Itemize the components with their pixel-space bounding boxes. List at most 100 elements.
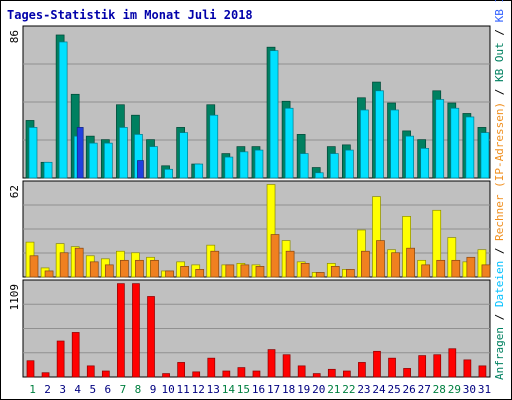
- bar-middle-kb-out-28: [436, 259, 446, 278]
- x-tick-label-11: 11: [177, 383, 190, 396]
- bar-middle-kb-out-22: [346, 269, 355, 278]
- bar-bottom-kb-f-3: [56, 340, 65, 378]
- bar-middle-kb-out-12: [195, 269, 205, 278]
- x-tick-label-30: 30: [463, 383, 476, 396]
- x-tick-label-14: 14: [222, 383, 236, 396]
- x-tick-label-4: 4: [74, 383, 81, 396]
- bar-top-seiten-8: [137, 160, 144, 179]
- x-tick-label-15: 15: [237, 383, 250, 396]
- legend-text: Anfragen / Dateien / Rechner (IP-Adresse…: [493, 0, 506, 380]
- bar-bottom-kb-f-24: [373, 350, 381, 378]
- bar-top-dateien-13: [209, 114, 219, 179]
- bar-middle-kb-out-3: [59, 252, 69, 278]
- chart-panels: 86 62 1109: [8, 25, 491, 378]
- bar-middle-kb-out-25: [391, 252, 400, 278]
- bar-middle-kb-out-2: [44, 270, 54, 278]
- bar-bottom-kb-f-27: [418, 355, 427, 378]
- x-tick-label-18: 18: [282, 383, 295, 396]
- x-tick-label-27: 27: [418, 383, 431, 396]
- x-tick-label-17: 17: [267, 383, 280, 396]
- bar-middle-kb-out-1: [29, 255, 39, 278]
- bar-top-dateien-22: [345, 149, 354, 179]
- bar-top-dateien-29: [450, 107, 460, 179]
- legend-item-0: Anfragen: [493, 327, 506, 380]
- x-tick-label-16: 16: [252, 383, 265, 396]
- legend-item-3: /: [493, 241, 506, 261]
- bar-top-dateien-14: [224, 156, 234, 179]
- bar-top-dateien-6: [103, 142, 113, 179]
- x-tick-label-28: 28: [433, 383, 446, 396]
- bar-top-dateien-19: [299, 153, 309, 179]
- x-tick-label-3: 3: [59, 383, 66, 396]
- bar-bottom-kb-f-4: [71, 332, 80, 378]
- bar-middle-kb-out-24: [376, 240, 385, 278]
- legend-item-8: KB In: [493, 0, 506, 22]
- bar-top-dateien-17: [269, 50, 279, 179]
- x-tick-label-9: 9: [150, 383, 157, 396]
- bar-middle-kb-out-18: [285, 250, 295, 278]
- bar-bottom-kb-f-17: [267, 349, 276, 378]
- x-tick-label-29: 29: [448, 383, 461, 396]
- bar-top-dateien-25: [390, 109, 399, 179]
- panel-top-ymax-label: 86: [8, 30, 21, 43]
- bar-middle-kb-out-30: [466, 256, 476, 278]
- bar-top-seiten-4: [76, 127, 84, 179]
- bar-middle-kb-out-13: [210, 250, 220, 278]
- bar-top-dateien-2: [43, 161, 53, 179]
- bar-bottom-kb-f-14: [222, 370, 231, 378]
- panel-top: 86: [8, 25, 491, 179]
- bar-middle-kb-out-4: [74, 247, 84, 278]
- bar-bottom-kb-f-21: [327, 368, 336, 378]
- bar-top-dateien-23: [360, 109, 369, 179]
- bar-bottom-kb-f-8: [132, 283, 140, 378]
- bar-top-dateien-12: [194, 163, 204, 179]
- legend-item-6: KB Out: [493, 42, 506, 82]
- panel-middle: 62: [8, 180, 491, 278]
- panel-bottom-ymax-label: 1109: [8, 284, 21, 311]
- bar-top-dateien-28: [435, 99, 445, 179]
- x-tick-label-20: 20: [312, 383, 325, 396]
- bar-middle-kb-out-31: [481, 264, 491, 278]
- bar-top-dateien-11: [179, 132, 188, 179]
- bar-bottom-kb-f-16: [252, 370, 261, 378]
- x-tick-label-1: 1: [29, 383, 36, 396]
- x-tick-label-22: 22: [342, 383, 355, 396]
- x-tick-label-8: 8: [135, 383, 142, 396]
- bar-bottom-kb-f-31: [478, 365, 487, 378]
- bar-bottom-kb-f-30: [463, 359, 472, 378]
- bar-top-dateien-10: [164, 168, 173, 179]
- legend-item-2: Dateien: [493, 261, 506, 307]
- bar-top-dateien-21: [329, 153, 339, 179]
- bar-middle-kb-out-17: [270, 234, 280, 278]
- bar-top-dateien-18: [284, 107, 294, 179]
- bar-bottom-kb-f-11: [177, 362, 185, 378]
- legend-item-7: /: [493, 22, 506, 42]
- bar-middle-kb-out-8: [135, 259, 144, 278]
- bar-middle-kb-out-5: [89, 261, 99, 278]
- bar-top-dateien-26: [405, 135, 414, 179]
- bar-middle-kb-out-19: [300, 263, 310, 278]
- bar-middle-kb-out-20: [315, 272, 325, 278]
- bar-middle-kb-out-14: [225, 264, 235, 278]
- bar-middle-kb-out-11: [180, 266, 189, 278]
- bar-bottom-kb-f-1: [26, 360, 35, 378]
- x-tick-label-12: 12: [192, 383, 205, 396]
- bar-bottom-kb-f-29: [448, 348, 457, 378]
- x-axis-labels: 1 2 3 4 5 6 7 8 9 10 11 12 13 14 15 16 17 18 19 20 21 22 23 24 2…: [29, 383, 491, 396]
- bar-middle-kb-out-15: [240, 264, 250, 278]
- bar-bottom-kb-f-22: [343, 370, 351, 378]
- bar-bottom-kb-f-28: [433, 354, 442, 378]
- bar-top-dateien-5: [88, 142, 98, 179]
- x-tick-label-19: 19: [297, 383, 310, 396]
- bar-bottom-kb-f-2: [41, 372, 50, 378]
- bar-middle-kb-out-9: [150, 259, 159, 278]
- bar-top-dateien-27: [420, 147, 430, 179]
- panel-middle-ymax-label: 62: [8, 185, 21, 198]
- bar-top-dateien-30: [465, 116, 475, 179]
- bar-middle-kb-out-10: [165, 270, 174, 278]
- chart-title: Tages-Statistik im Monat Juli 2018: [7, 8, 253, 22]
- bar-top-dateien-24: [375, 90, 384, 179]
- panel-bottom: 1109: [8, 279, 491, 378]
